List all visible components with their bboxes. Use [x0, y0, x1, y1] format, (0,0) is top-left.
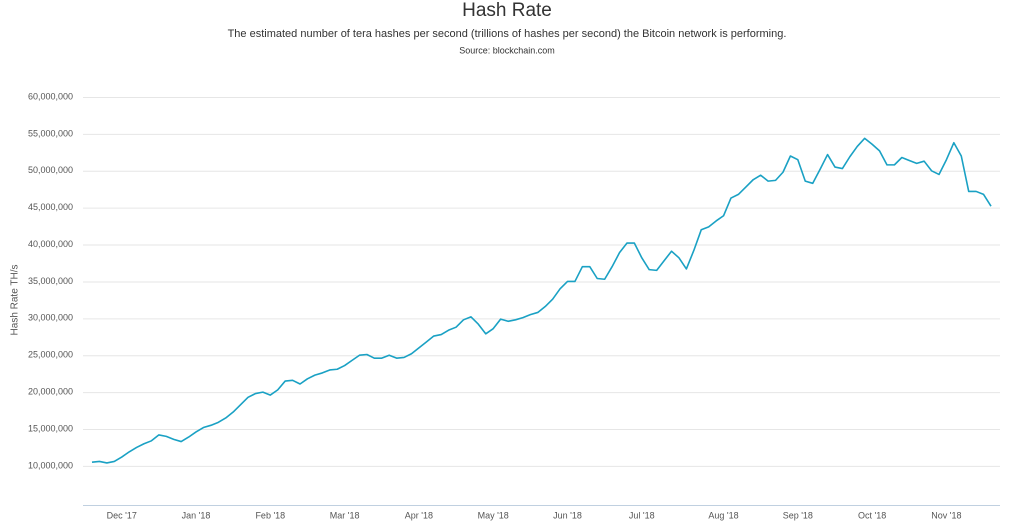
x-tick-label: Oct '18	[858, 510, 886, 520]
data-line	[91, 137, 992, 464]
x-tick-label: May '18	[478, 510, 509, 520]
x-tick-label: Sep '18	[783, 510, 813, 520]
y-tick-label: 15,000,000	[28, 423, 73, 433]
y-axis-label: Hash Rate TH/s	[10, 265, 21, 336]
y-tick-label: 35,000,000	[28, 276, 73, 286]
y-tick-label: 60,000,000	[28, 91, 73, 101]
chart-subtitle: The estimated number of tera hashes per …	[228, 28, 787, 40]
x-tick-label: Jun '18	[553, 510, 582, 520]
y-tick-label: 55,000,000	[28, 128, 73, 138]
x-tick-label: Apr '18	[405, 510, 433, 520]
x-tick-label: Mar '18	[330, 510, 360, 520]
x-tick-label: Jul '18	[629, 510, 655, 520]
chart-title: Hash Rate	[462, 0, 552, 21]
y-tick-label: 25,000,000	[28, 350, 73, 360]
y-tick-label: 50,000,000	[28, 165, 73, 175]
y-tick-label: 10,000,000	[28, 460, 73, 470]
y-tick-label: 30,000,000	[28, 313, 73, 323]
y-tick-label: 45,000,000	[28, 202, 73, 212]
x-tick-label: Aug '18	[708, 510, 738, 520]
x-tick-label: Nov '18	[931, 510, 961, 520]
y-tick-label: 20,000,000	[28, 386, 73, 396]
chart-source: Source: blockchain.com	[459, 45, 555, 55]
y-tick-label: 40,000,000	[28, 239, 73, 249]
x-tick-label: Dec '17	[107, 510, 137, 520]
x-tick-label: Feb '18	[255, 510, 285, 520]
x-tick-label: Jan '18	[182, 510, 211, 520]
